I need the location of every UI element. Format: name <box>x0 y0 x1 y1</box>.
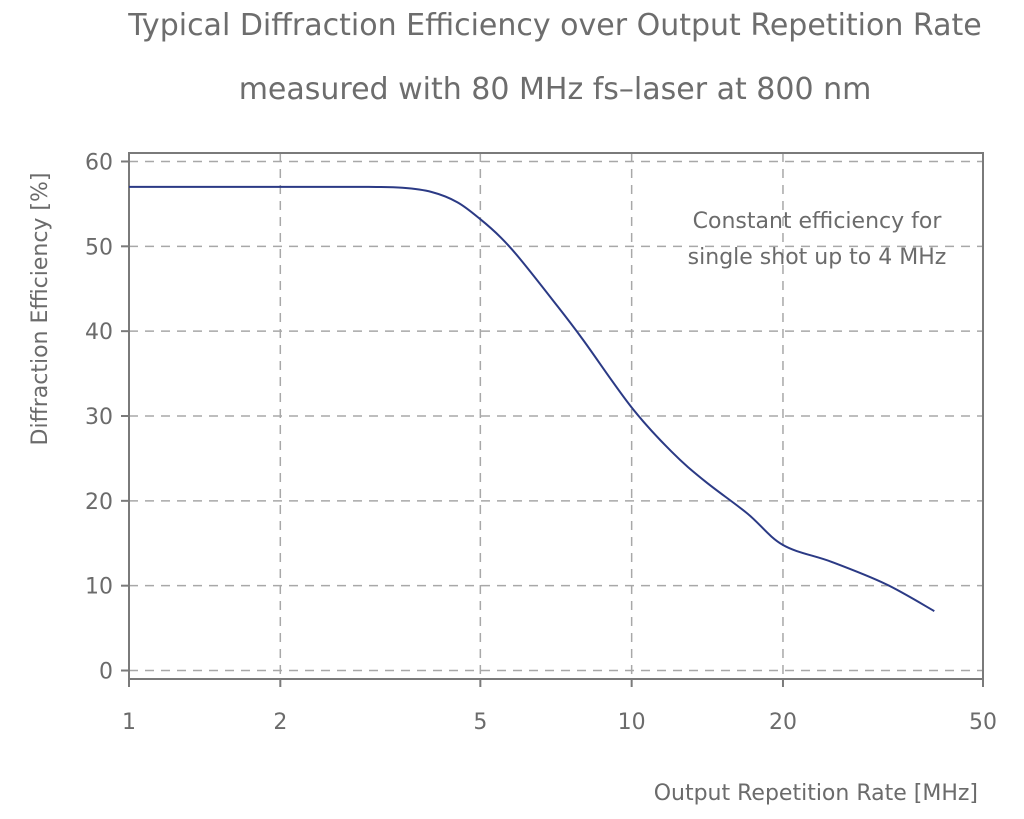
y-tick-label: 20 <box>85 490 113 515</box>
x-tick-label: 10 <box>618 710 646 735</box>
grid-lines <box>129 153 983 679</box>
chart-title: Typical Diffraction Efficiency over Outp… <box>128 8 982 43</box>
x-axis: 1 2 5 10 20 50 <box>122 679 997 735</box>
y-tick-label: 10 <box>85 575 113 600</box>
x-axis-label: Output Repetition Rate [MHz] <box>654 781 978 806</box>
y-tick-label: 40 <box>85 320 113 345</box>
annotation-line-1: Constant efficiency for <box>693 209 943 234</box>
x-tick-label: 20 <box>769 710 797 735</box>
y-axis-label: Diffraction Efficiency [%] <box>28 172 53 445</box>
y-tick-label: 60 <box>85 150 113 175</box>
chart-subtitle: measured with 80 MHz fs–laser at 800 nm <box>238 72 872 107</box>
x-tick-label: 5 <box>473 710 487 735</box>
annotation-line-2: single shot up to 4 MHz <box>688 245 947 270</box>
x-tick-label: 2 <box>273 710 287 735</box>
x-tick-label: 1 <box>122 710 136 735</box>
y-axis: 0 10 20 30 40 50 60 <box>85 150 129 685</box>
y-tick-label: 50 <box>85 235 113 260</box>
series-group <box>129 185 935 612</box>
y-tick-label: 0 <box>99 660 113 685</box>
y-tick-label: 30 <box>85 405 113 430</box>
series-line <box>129 185 935 612</box>
x-tick-label: 50 <box>969 710 997 735</box>
